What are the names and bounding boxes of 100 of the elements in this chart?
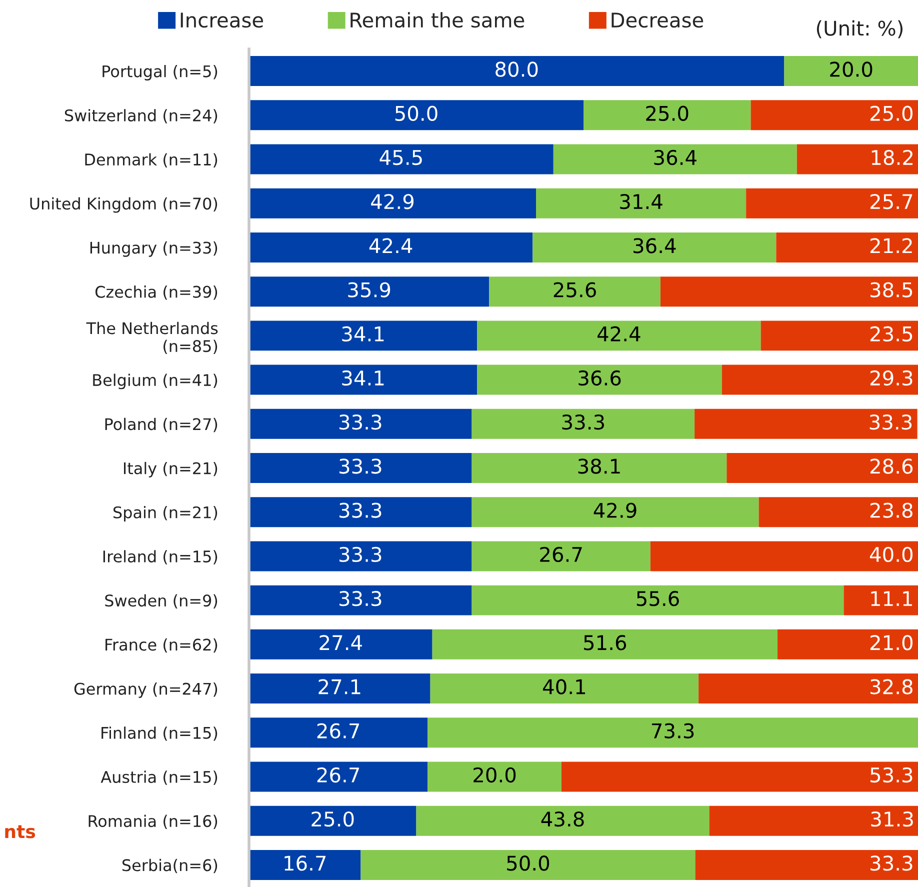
data-label: 21.2 [870, 238, 912, 254]
bar [784, 56, 918, 86]
legend-label: Increase [180, 12, 264, 28]
data-label: 80.0 [496, 62, 538, 77]
bar [758, 497, 918, 528]
data-label: 34.1 [342, 370, 384, 386]
bar [477, 320, 761, 351]
bar [430, 674, 699, 704]
data-label: 27.4 [320, 635, 362, 650]
y-tick-label: Belgium (n=41) [93, 374, 218, 390]
data-label: 53.3 [870, 767, 912, 783]
data-label: 33.3 [340, 414, 382, 430]
data-label: 42.4 [369, 238, 412, 254]
bar [726, 453, 918, 483]
data-label: 33.3 [870, 856, 912, 871]
bar [249, 541, 472, 572]
y-tick-label: Sweden (n=9) [105, 594, 218, 608]
y-tick-label: Ireland (n=15) [103, 550, 218, 564]
data-label: 50.0 [507, 856, 550, 871]
data-label: 23.5 [870, 326, 912, 342]
y-tick-label: Spain (n=21) [114, 506, 218, 522]
bar [553, 144, 797, 174]
data-label: 20.0 [474, 767, 516, 783]
y-tick-label: Italy (n=21) [124, 462, 218, 478]
bar [472, 453, 727, 483]
data-label: 18.2 [872, 150, 912, 166]
data-label: 40.1 [543, 679, 585, 694]
bar [695, 850, 918, 880]
bar [249, 364, 478, 395]
y-tick-label: The Netherlands (n=85) [86, 322, 218, 354]
data-label: 43.8 [541, 811, 584, 827]
data-label: 25.6 [554, 282, 596, 298]
bar [249, 188, 536, 218]
data-label: 38.1 [578, 458, 620, 474]
data-label: 31.4 [620, 194, 662, 210]
data-label: 28.6 [870, 458, 913, 474]
bar [709, 806, 918, 836]
data-label: 26.7 [317, 767, 360, 783]
data-label: 25.0 [312, 811, 354, 827]
text: (Unit: %) [816, 20, 903, 38]
data-label: 50.0 [395, 106, 438, 121]
data-label: 25.0 [646, 106, 688, 121]
data-label: 45.5 [380, 150, 422, 166]
bar [428, 762, 562, 792]
bar [722, 364, 918, 395]
bar [249, 144, 554, 174]
bar [249, 453, 472, 483]
data-label: 36.4 [654, 150, 696, 166]
bar [249, 806, 416, 836]
bar [416, 806, 710, 836]
bar [776, 232, 918, 262]
bar [778, 629, 918, 660]
data-label: 73.3 [652, 723, 694, 738]
bar [694, 408, 918, 439]
bar [249, 762, 428, 792]
y-tick-label: Denmark (n=11) [85, 153, 218, 168]
bar [844, 585, 918, 616]
bar [249, 718, 428, 748]
data-label: 25.7 [870, 194, 912, 210]
bar [477, 364, 722, 395]
bar [428, 718, 918, 748]
data-label: 35.9 [348, 282, 390, 298]
data-label: 55.6 [636, 590, 679, 606]
data-label: 42.9 [594, 502, 636, 518]
bar [360, 850, 696, 880]
y-tick-label: Serbia(n=6) [122, 858, 218, 874]
bar [532, 232, 776, 262]
legend-label: Decrease [612, 12, 704, 28]
data-label: 33.3 [562, 414, 604, 430]
text: nts [5, 825, 36, 838]
bar [249, 276, 490, 307]
bar [660, 276, 918, 307]
data-label: 33.3 [340, 458, 382, 474]
bar [249, 850, 361, 880]
bar [249, 674, 430, 704]
bar [249, 100, 584, 130]
y-tick-label: Romania (n=16) [88, 814, 218, 830]
data-label: 32.8 [870, 679, 912, 694]
bar [650, 541, 918, 572]
y-tick-label: Switzerland (n=24) [64, 109, 218, 124]
data-label: 23.8 [870, 502, 912, 518]
data-label: 33.3 [340, 502, 382, 518]
bar [249, 320, 478, 351]
bar [249, 629, 432, 660]
bar [760, 320, 918, 351]
bar [472, 497, 759, 528]
bar [584, 100, 751, 130]
data-label: 20.0 [830, 62, 872, 77]
bar [472, 408, 695, 439]
bar [249, 408, 472, 439]
data-label: 27.1 [318, 679, 360, 694]
bar [561, 762, 918, 792]
bar [249, 232, 533, 262]
y-tick-label: Czechia (n=39) [95, 286, 218, 300]
y-tick-label: Portugal (n=5) [102, 64, 218, 80]
data-label: 51.6 [584, 635, 626, 650]
y-tick-label: United Kingdom (n=70) [30, 197, 218, 213]
bar [536, 188, 746, 218]
data-label: 29.3 [870, 370, 912, 386]
bar [698, 674, 918, 704]
